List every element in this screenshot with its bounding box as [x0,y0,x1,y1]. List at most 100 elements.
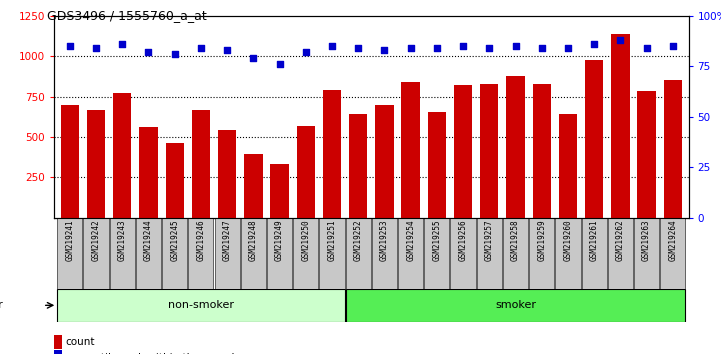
Bar [139,126,158,218]
Point [143,50,154,55]
Bar [585,60,603,218]
Point [536,45,547,51]
Text: GSM219244: GSM219244 [144,220,153,262]
Bar [293,218,319,289]
Text: GSM219252: GSM219252 [354,220,363,262]
Point [300,50,311,55]
Bar [110,218,135,289]
Bar [454,85,472,218]
Bar [84,218,109,289]
Point [379,47,390,53]
Bar [345,218,371,289]
Text: GSM219255: GSM219255 [433,220,441,262]
Text: GSM219246: GSM219246 [196,220,205,262]
Point [457,44,469,49]
Point [484,45,495,51]
Point [326,44,337,49]
Bar [188,218,213,289]
Text: GSM219257: GSM219257 [485,220,494,262]
Bar [428,112,446,218]
Bar [480,84,498,218]
Bar [608,218,633,289]
Text: GSM219247: GSM219247 [223,220,231,262]
Bar [166,143,184,218]
Text: GSM219248: GSM219248 [249,220,258,262]
Text: other: other [0,300,4,310]
Point [614,37,626,43]
Point [641,45,653,51]
Bar [267,218,292,289]
Text: GSM219262: GSM219262 [616,220,625,262]
Point [90,45,102,51]
Bar [241,218,266,289]
Text: GSM219253: GSM219253 [380,220,389,262]
Bar [244,154,262,218]
Bar [296,126,315,218]
Bar [270,165,288,218]
Bar [372,218,397,289]
Bar [637,91,656,218]
Text: smoker: smoker [495,300,536,310]
Text: GSM219245: GSM219245 [170,220,180,262]
Text: GSM219261: GSM219261 [590,220,598,262]
Bar [451,218,476,289]
Point [195,45,207,51]
Text: non-smoker: non-smoker [168,300,234,310]
Text: GDS3496 / 1555760_a_at: GDS3496 / 1555760_a_at [47,9,207,22]
Text: GSM219249: GSM219249 [275,220,284,262]
Bar [611,34,629,218]
Bar [136,218,161,289]
Text: GSM219264: GSM219264 [668,220,677,262]
Bar [57,289,345,322]
Bar [319,218,345,289]
Bar [398,218,423,289]
Point [353,45,364,51]
Bar [345,289,686,322]
Bar [162,218,187,289]
Bar [559,114,577,218]
Text: GSM219242: GSM219242 [92,220,100,262]
Bar [424,218,449,289]
Bar [477,218,502,289]
Bar [663,80,682,218]
Bar [375,105,394,218]
Bar [506,76,525,218]
Point [431,45,443,51]
Text: GSM219258: GSM219258 [511,220,520,262]
Text: GSM219250: GSM219250 [301,220,310,262]
Point [64,44,76,49]
Bar [533,84,551,218]
Bar [57,218,82,289]
Point [221,47,233,53]
Bar [582,218,607,289]
Point [405,45,417,51]
Text: GSM219256: GSM219256 [459,220,468,262]
Bar [529,218,554,289]
Point [117,41,128,47]
Text: GSM219263: GSM219263 [642,220,651,262]
Bar [87,109,105,218]
Text: GSM219251: GSM219251 [327,220,337,262]
Point [562,45,574,51]
Point [667,44,678,49]
Bar [634,218,659,289]
Text: GSM219241: GSM219241 [66,220,74,262]
Bar [113,93,131,218]
Bar [323,90,341,218]
Text: GSM219260: GSM219260 [563,220,572,262]
Bar [402,82,420,218]
Bar [503,218,528,289]
Point [274,62,286,67]
Bar [215,218,239,289]
Bar [660,218,686,289]
Text: GSM219259: GSM219259 [537,220,547,262]
Bar [349,114,368,218]
Point [510,44,521,49]
Bar [61,105,79,218]
Bar [555,218,580,289]
Point [247,56,259,61]
Text: GSM219243: GSM219243 [118,220,127,262]
Text: percentile rank within the sample: percentile rank within the sample [65,353,241,354]
Point [588,41,600,47]
Point [169,51,180,57]
